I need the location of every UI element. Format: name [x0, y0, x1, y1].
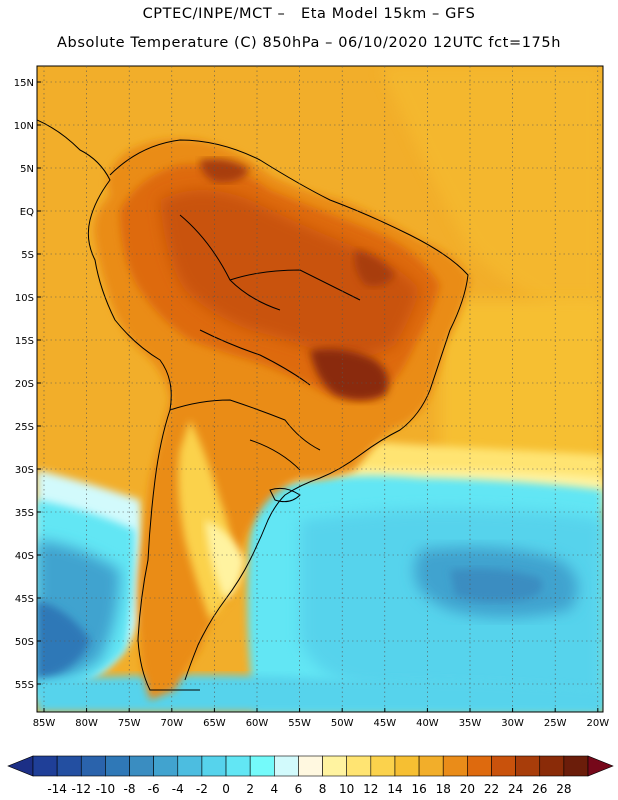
lon-label: 45W	[373, 718, 396, 729]
colorbar-swatch	[467, 755, 492, 777]
lat-label: 35S	[15, 508, 34, 519]
lat-label: 10N	[14, 121, 34, 132]
lon-label: 25W	[544, 718, 567, 729]
colorbar-swatch	[346, 755, 372, 777]
colorbar-swatch	[442, 755, 468, 777]
colorbar-swatch	[201, 755, 227, 777]
colorbar-tick-label: -4	[171, 782, 184, 796]
colorbar-over-triangle	[587, 755, 614, 777]
colorbar-tick-label: 4	[270, 782, 279, 796]
colorbar-tick-label: 12	[363, 782, 379, 796]
chart-title-line1: CPTEC/INPE/MCT – Eta Model 15km – GFS	[142, 6, 476, 22]
colorbar-swatch	[491, 755, 516, 777]
colorbar-swatch	[515, 755, 541, 777]
lat-label: EQ	[20, 207, 34, 218]
colorbar-tick-label: 26	[532, 782, 548, 796]
colorbar	[7, 755, 614, 777]
colorbar-under-triangle	[7, 755, 34, 777]
colorbar-tick-label: 28	[556, 782, 572, 796]
colorbar-tick-label: 16	[411, 782, 427, 796]
lon-label: 35W	[459, 718, 482, 729]
colorbar-swatch	[394, 755, 420, 777]
lat-label: 40S	[15, 551, 34, 562]
colorbar-tick-label: 10	[339, 782, 355, 796]
colorbar-tick-label: 18	[435, 782, 451, 796]
lat-label: 30S	[15, 465, 34, 476]
lat-label: 55S	[15, 680, 34, 691]
lon-label: 20W	[586, 718, 609, 729]
colorbar-swatch	[32, 755, 58, 777]
lat-label: 5S	[21, 250, 34, 261]
longitude-labels: 85W 80W 75W 70W 65W 60W 55W 50W 45W 40W 35W 30W 25W 2…	[33, 708, 609, 729]
coastline-borders	[37, 119, 469, 691]
colorbar-tick-label: -2	[195, 782, 208, 796]
lon-label: 85W	[33, 718, 56, 729]
temperature-field	[37, 66, 603, 712]
colorbar-swatch	[539, 755, 565, 777]
lon-label: 70W	[160, 718, 183, 729]
lon-label: 50W	[331, 718, 354, 729]
lat-label: 20S	[15, 379, 34, 390]
colorbar-swatch	[153, 755, 179, 777]
colorbar-swatch	[177, 755, 203, 777]
colorbar-swatch	[370, 755, 396, 777]
colorbar-swatch	[225, 755, 251, 777]
lon-label: 30W	[501, 718, 524, 729]
lat-label: 50S	[15, 637, 34, 648]
colorbar-tick-label: 24	[507, 782, 524, 796]
map-border	[36, 65, 604, 713]
colorbar-tick-label: 22	[483, 782, 500, 796]
colorbar-swatch	[274, 755, 299, 777]
colorbar-tick-label: -10	[95, 782, 116, 796]
colorbar-swatch	[80, 755, 106, 777]
colorbar-tick-label: 14	[387, 782, 403, 796]
lon-label: 65W	[203, 718, 226, 729]
colorbar-tick-label: -14	[47, 782, 67, 796]
lon-label: 60W	[246, 718, 269, 729]
colorbar-swatch	[105, 755, 130, 777]
colorbar-tick-label: -12	[71, 782, 92, 796]
lat-label: 45S	[15, 594, 34, 605]
lat-label: 15N	[14, 78, 34, 89]
colorbar-swatch	[56, 755, 82, 777]
lat-label: 25S	[15, 422, 34, 433]
colorbar-tick-label: 20	[459, 782, 475, 796]
colorbar-swatch	[563, 755, 589, 777]
lon-label: 40W	[416, 718, 439, 729]
colorbar-tick-label: 6	[294, 782, 303, 796]
colorbar-swatch	[298, 755, 323, 777]
lon-label: 75W	[118, 718, 141, 729]
colorbar-tick-label: 2	[246, 782, 254, 796]
colorbar-tick-label: -8	[123, 782, 136, 796]
lon-label: 80W	[75, 718, 98, 729]
lat-label: 10S	[15, 293, 34, 304]
colorbar-swatch	[418, 755, 444, 777]
colorbar-swatch	[322, 755, 347, 777]
lat-label: 5N	[20, 164, 34, 175]
colorbar-tick-label: 8	[318, 782, 327, 796]
colorbar-tick-label: 0	[222, 782, 230, 796]
lat-label: 15S	[15, 336, 34, 347]
colorbar-swatch	[129, 755, 154, 777]
colorbar-tick-label: -6	[147, 782, 160, 796]
chart-title-line2: Absolute Temperature (C) 850hPa – 06/10/…	[57, 35, 561, 51]
latitude-labels: 15N 10N 5N EQ 5S 10S 15S 20S 25S 30S 35S 40S 45S 50S 5…	[14, 78, 41, 691]
lon-label: 55W	[288, 718, 311, 729]
colorbar-swatch	[249, 755, 275, 777]
